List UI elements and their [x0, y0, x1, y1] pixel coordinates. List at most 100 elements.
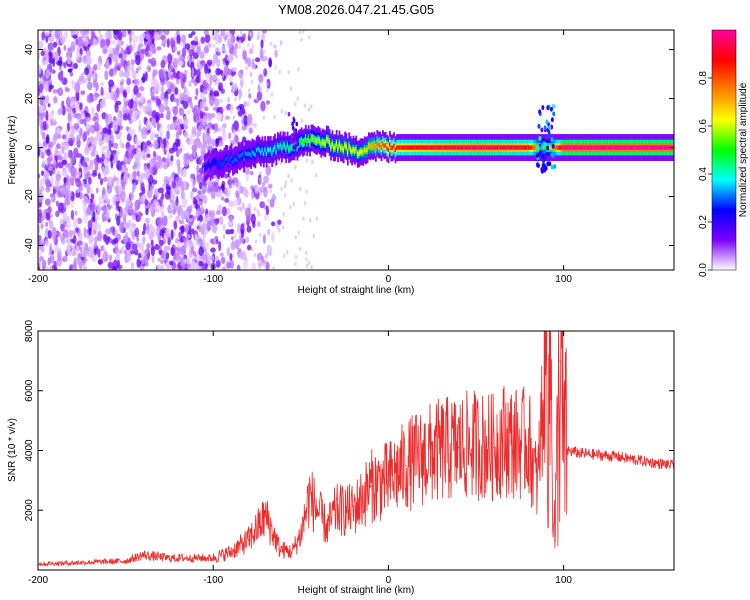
spectrogram-cell [57, 30, 62, 35]
spectrogram-cell [73, 112, 78, 119]
spectrogram-cell [170, 74, 174, 80]
spectrogram-cell [283, 253, 286, 259]
spectrogram-cell [160, 59, 166, 69]
spectrogram-cell [241, 168, 244, 173]
spectrogram-cell [209, 95, 215, 107]
spectrogram-cell [567, 145, 569, 150]
spectrogram-cell [546, 145, 550, 151]
spectrogram-cell [104, 228, 111, 235]
spectrogram-cell [576, 145, 579, 150]
spectrogram-cell [575, 145, 578, 150]
y-tick-label: 40 [24, 44, 35, 56]
spectrogram-cell [45, 187, 51, 193]
spectrogram-cell [40, 50, 45, 57]
spectrogram-cell [194, 95, 198, 100]
spectrogram-cell [491, 145, 494, 150]
spectrogram-cell [48, 166, 53, 172]
spectrogram-cell [122, 53, 128, 60]
spectrogram-cell [289, 86, 293, 91]
spectrogram-cell [127, 30, 132, 35]
spectrogram-cell [118, 52, 123, 59]
spectrogram-cell [308, 218, 312, 223]
spectrogram-cell [145, 33, 150, 40]
spectrogram-cell [366, 147, 369, 152]
spectrogram-cell [203, 165, 206, 171]
spectrogram-cell [38, 259, 41, 267]
spectrogram-cell [247, 88, 251, 93]
spectrogram-cell [181, 197, 188, 209]
spectrogram-cell [148, 231, 154, 240]
spectrogram-cell [214, 98, 220, 107]
spectrogram-cell [283, 143, 286, 148]
spectrogram-cell [173, 98, 179, 103]
spectrogram-cell [341, 146, 344, 151]
spectrogram-cell [38, 104, 44, 114]
spectrogram-cell [145, 208, 149, 216]
spectrogram-cell [122, 236, 129, 243]
spectrogram-cell [271, 221, 276, 227]
spectrogram-cell [196, 174, 202, 183]
spectrogram-cell [274, 64, 278, 71]
spectrogram-cell [110, 154, 115, 161]
spectrogram-cell [545, 119, 549, 125]
spectrogram-cell [543, 145, 545, 150]
spectrogram-cell [70, 30, 77, 36]
spectrogram-cell [224, 50, 227, 55]
spectrogram-cell [97, 258, 103, 265]
spectrogram-cell [59, 35, 66, 45]
spectrogram-cell [331, 141, 334, 146]
spectrogram-cell [214, 30, 219, 37]
spectrogram-cell [57, 156, 64, 161]
spectrogram-cell [204, 251, 210, 262]
spectrogram-cell [80, 90, 86, 95]
snr-data-point [549, 336, 551, 338]
spectrogram-cell [453, 145, 456, 150]
spectrogram-cell [190, 78, 196, 84]
snr-data-point [650, 461, 652, 464]
snr-data-point [440, 449, 442, 452]
spectrogram-cell [108, 83, 112, 93]
spectrogram-cell [581, 145, 583, 150]
spectrogram-cell [65, 128, 69, 139]
spectrogram-cell [170, 229, 174, 241]
snr-data-point [142, 554, 144, 556]
spectrogram-cell [230, 154, 233, 160]
spectrogram-cell [628, 145, 631, 150]
spectrogram-cell [190, 43, 196, 50]
spectrogram-cell [243, 156, 246, 162]
spectrogram-cell [345, 144, 348, 149]
spectrogram-cell [208, 68, 212, 73]
spectrogram-cell [178, 147, 183, 154]
spectrogram-cell [439, 145, 442, 150]
spectrogram-cell [286, 142, 289, 148]
spectrogram-cell [304, 250, 308, 256]
spectrogram-cell [154, 133, 159, 138]
spectrogram-cell [90, 193, 95, 200]
spectrogram-cell [662, 145, 665, 150]
spectrogram-cell [245, 173, 249, 182]
spectrogram-cell [181, 34, 186, 43]
spectrogram-cell [88, 177, 92, 185]
spectrogram-cell [273, 114, 276, 120]
spectrogram-cell [229, 35, 232, 40]
spectrogram-cell [261, 30, 267, 34]
spectrogram-cell [456, 145, 459, 150]
spectrogram-cell [250, 185, 255, 191]
spectrogram-cell [38, 217, 42, 224]
spectrogram-cell [108, 238, 114, 244]
spectrogram-cell [210, 189, 216, 200]
spectrogram-cell [583, 145, 586, 150]
snr-data-point [81, 561, 83, 564]
spectrogram-cell [278, 144, 281, 150]
spectrogram-cell [239, 236, 245, 244]
spectrogram-cell [209, 255, 215, 262]
snr-data-point [510, 440, 512, 443]
spectrogram-cell [547, 133, 551, 139]
spectrogram-cell [269, 198, 275, 208]
spectrogram-cell [141, 230, 146, 236]
spectrogram-cell [136, 258, 141, 268]
spectrogram-cell [114, 65, 118, 72]
spectrogram-cell [234, 233, 237, 239]
spectrogram-cell [176, 159, 181, 166]
spectrogram-cell [275, 149, 278, 155]
